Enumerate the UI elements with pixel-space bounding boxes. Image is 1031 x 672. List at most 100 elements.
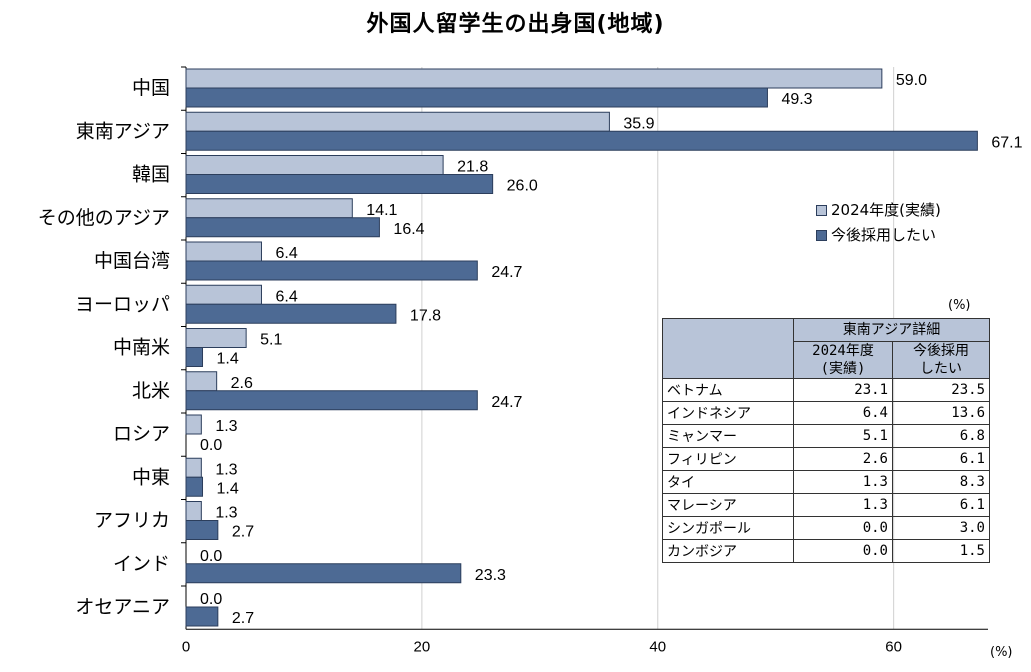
category-label: 中国台湾	[94, 250, 170, 272]
value-label-planned: 49.3	[781, 91, 812, 108]
southeast-asia-detail-table: 東南アジア詳細 2024年度 (実績) 今後採用 したい ベトナム 23.1 23.…	[662, 318, 990, 563]
bar-planned	[185, 563, 462, 584]
actual-cell: 6.4	[793, 401, 893, 425]
country-cell: インドネシア	[662, 401, 794, 425]
value-label-planned: 2.7	[232, 524, 254, 541]
x-tick-label: 40	[649, 638, 666, 655]
value-label-actual: 35.9	[623, 115, 654, 132]
value-label-actual: 0.0	[200, 591, 222, 608]
table-row: タイ 1.3 8.3	[662, 470, 990, 494]
country-cell: マレーシア	[662, 493, 794, 517]
table-row: ミャンマー 5.1 6.8	[662, 424, 990, 448]
country-cell: シンガポール	[662, 516, 794, 540]
bar-actual	[185, 284, 262, 305]
value-label-actual: 6.4	[275, 288, 297, 305]
bar-planned	[185, 390, 478, 411]
value-label-planned: 17.8	[410, 307, 441, 324]
bar-planned	[185, 476, 204, 497]
x-tick-label: 60	[885, 638, 902, 655]
bar-actual	[185, 501, 202, 521]
bar-actual	[185, 111, 610, 132]
bar-planned	[185, 347, 204, 367]
x-tick-label: 20	[414, 638, 431, 655]
value-label-actual: 21.8	[457, 159, 488, 176]
bar-planned	[185, 130, 978, 151]
bar-actual	[185, 241, 262, 262]
bar-planned	[185, 217, 380, 238]
value-label-actual: 0.0	[200, 548, 222, 565]
bar-planned	[185, 87, 768, 108]
actual-cell: 2.6	[793, 447, 893, 471]
category-label: その他のアジア	[38, 207, 170, 229]
category-label: インド	[113, 553, 170, 575]
chart-title: 外国人留学生の出身国(地域)	[366, 12, 665, 37]
category-label: 中南米	[113, 337, 170, 359]
bar-planned	[185, 174, 494, 194]
planned-cell: 8.3	[892, 470, 990, 494]
legend-item-actual: 2024年度(実績)	[816, 198, 941, 223]
value-label-planned: 0.0	[200, 437, 222, 454]
bar-actual	[185, 457, 202, 478]
category-label: 中国	[132, 77, 170, 99]
bar-planned	[185, 260, 478, 281]
x-tick-label: 0	[182, 638, 190, 655]
table-row: インドネシア 6.4 13.6	[662, 401, 990, 425]
country-cell: ミャンマー	[662, 424, 794, 448]
value-label-planned: 26.0	[507, 178, 538, 195]
value-label-actual: 5.1	[260, 332, 282, 349]
value-label-actual: 1.3	[215, 505, 237, 522]
legend-item-planned: 今後採用したい	[816, 223, 941, 248]
actual-cell: 23.1	[793, 378, 893, 402]
actual-cell: 0.0	[793, 516, 893, 540]
col-header-actual: 2024年度 (実績)	[793, 341, 893, 379]
table-header: 東南アジア詳細	[793, 318, 990, 342]
table-row: ベトナム 23.1 23.5	[662, 378, 990, 402]
actual-cell: 1.3	[793, 470, 893, 494]
table-row: マレーシア 1.3 6.1	[662, 493, 990, 517]
actual-cell: 0.0	[793, 539, 893, 563]
planned-cell: 13.6	[892, 401, 990, 425]
x-axis-unit: (%)	[990, 645, 1013, 660]
bar-actual	[185, 328, 247, 348]
category-label: 東南アジア	[76, 120, 170, 142]
value-label-planned: 67.1	[991, 134, 1022, 151]
actual-cell: 5.1	[793, 424, 893, 448]
value-label-planned: 2.7	[232, 610, 254, 627]
bar-actual	[185, 68, 883, 89]
legend-label-actual: 2024年度(実績)	[831, 201, 941, 219]
bar-planned	[185, 303, 397, 324]
table-unit: (%)	[948, 298, 971, 313]
value-label-actual: 1.3	[215, 461, 237, 478]
planned-cell: 6.1	[892, 493, 990, 517]
table-row: カンボジア 0.0 1.5	[662, 539, 990, 563]
country-cell: タイ	[662, 470, 794, 494]
value-label-planned: 1.4	[217, 480, 239, 497]
planned-cell: 3.0	[892, 516, 990, 540]
value-label-planned: 24.7	[491, 264, 522, 281]
category-label: ロシア	[113, 423, 170, 445]
bar-actual	[185, 371, 218, 392]
category-label: アフリカ	[94, 510, 170, 532]
country-cell: ベトナム	[662, 378, 794, 402]
table-body: ベトナム 23.1 23.5 インドネシア 6.4 13.6 ミャンマー 5.1 6.8 フィリピ…	[662, 378, 990, 563]
actual-cell: 1.3	[793, 493, 893, 517]
category-label: 北米	[132, 380, 170, 402]
bar-actual	[185, 198, 353, 219]
planned-cell: 6.1	[892, 447, 990, 471]
value-label-actual: 1.3	[215, 418, 237, 435]
value-label-planned: 23.3	[475, 567, 506, 584]
category-label: オセアニア	[75, 596, 170, 618]
table-corner	[662, 318, 794, 379]
bar-actual	[185, 414, 202, 435]
value-label-planned: 24.7	[491, 394, 522, 411]
value-label-planned: 1.4	[217, 351, 239, 368]
legend-label-planned: 今後採用したい	[831, 226, 937, 244]
legend-swatch-actual	[816, 205, 827, 216]
value-label-actual: 2.6	[231, 375, 253, 392]
category-label: 韓国	[132, 164, 170, 186]
country-cell: カンボジア	[662, 539, 794, 563]
category-label: 中東	[132, 466, 170, 488]
value-label-planned: 16.4	[393, 221, 424, 238]
legend-swatch-planned	[816, 230, 827, 241]
